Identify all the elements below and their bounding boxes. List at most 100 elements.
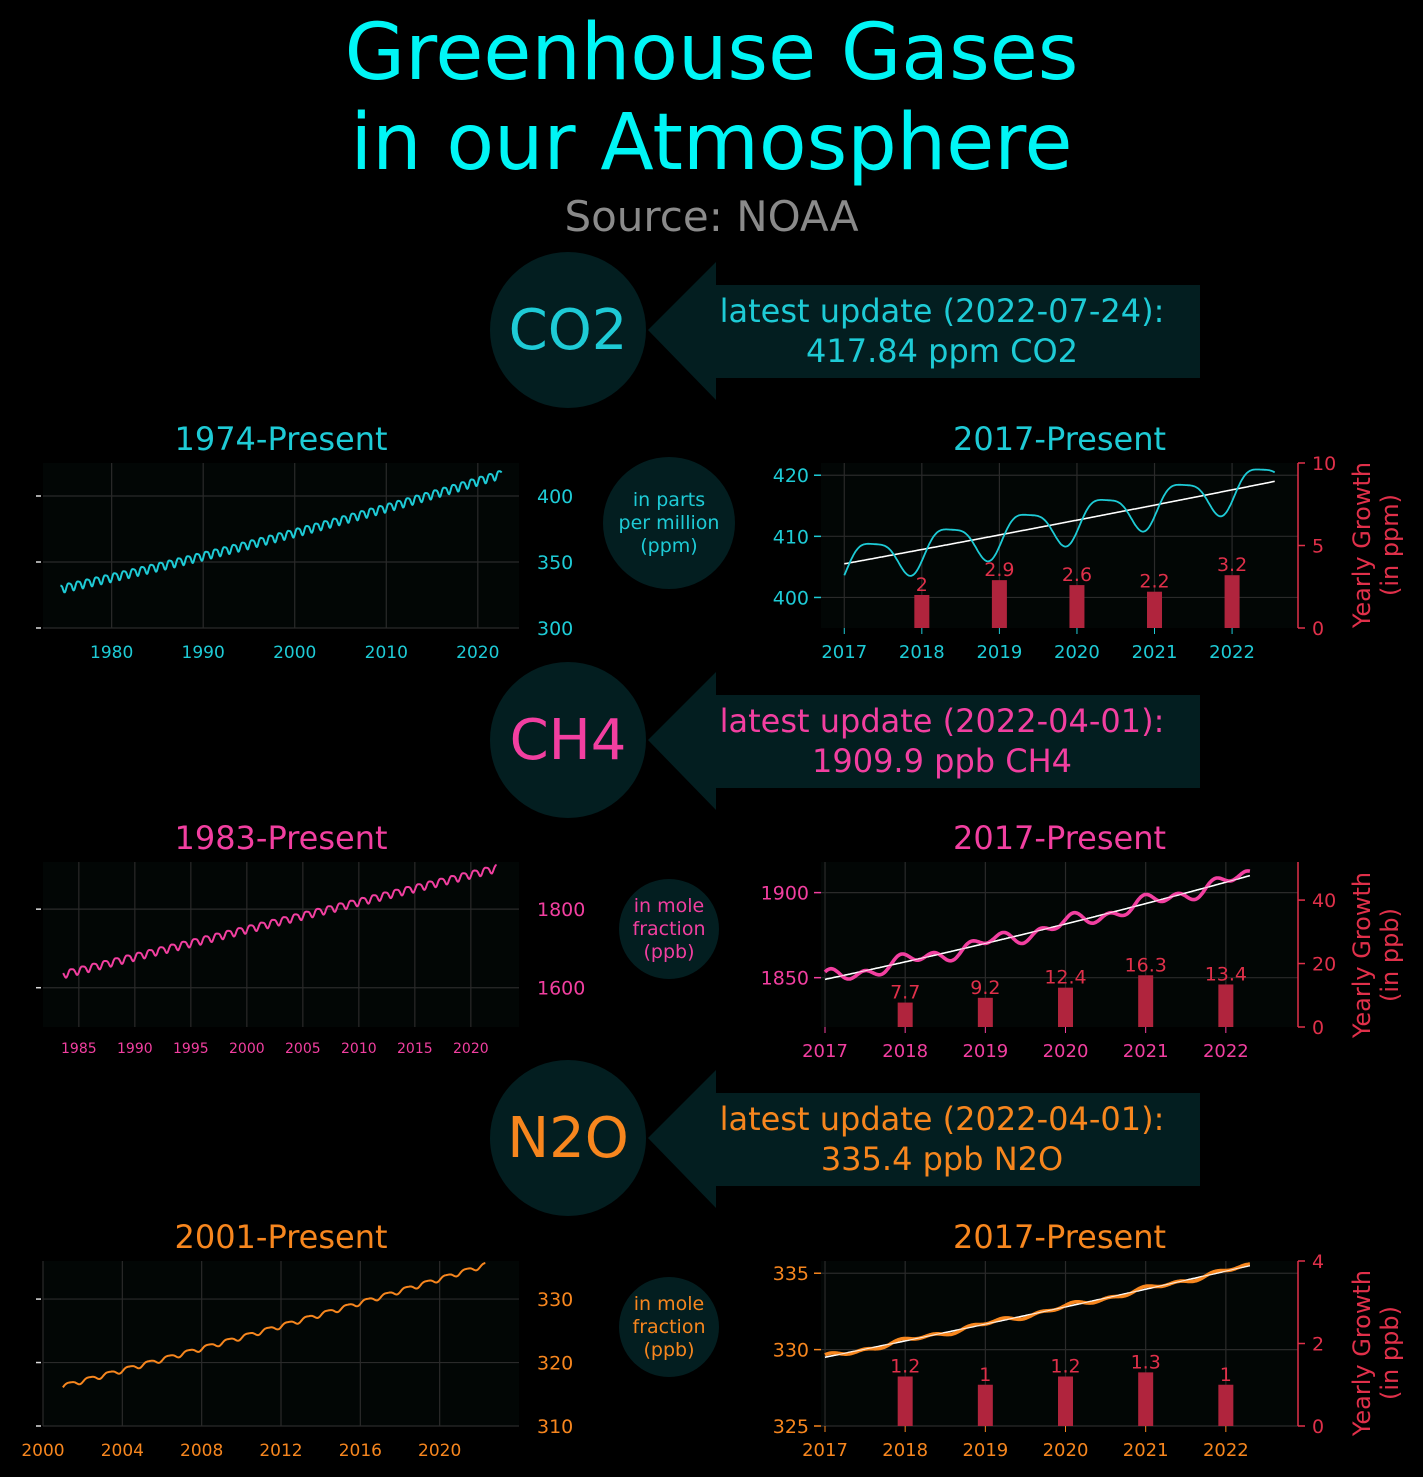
y-tick-label: 400 (537, 486, 573, 508)
x-tick-label: 2015 (397, 1041, 433, 1057)
x-tick-label: 2018 (882, 1440, 928, 1461)
y-tick-label: 325 (773, 1416, 809, 1438)
growth-axis-label: Yearly Growth (in ppb) (1348, 872, 1404, 1039)
growth-bar (1147, 591, 1163, 628)
growth-label-line: Yearly Growth (1348, 872, 1376, 1039)
y-tick-label: 1900 (761, 883, 809, 905)
growth-bar (977, 1384, 993, 1426)
y-tick-label: 300 (537, 618, 573, 640)
chart-title: 2001-Present (174, 1218, 387, 1256)
source-subtitle: Source: NOAA (564, 192, 859, 241)
x-tick-label: 2020 (418, 1441, 461, 1461)
chart-title: 2017-Present (953, 1218, 1166, 1256)
unit-label-line: in mole (634, 895, 704, 917)
data-line (59, 470, 503, 594)
update-value: 417.84 ppm CO2 (806, 332, 1078, 370)
x-tick-label: 1995 (173, 1041, 209, 1057)
chart-title: 1983-Present (174, 819, 387, 857)
update-date: latest update (2022-04-01): (720, 1100, 1165, 1138)
x-tick-label: 2016 (339, 1441, 382, 1461)
plot-area (43, 862, 519, 1027)
x-tick-label: 2000 (21, 1441, 64, 1461)
chart-title: 2017-Present (953, 420, 1166, 458)
plot-area (43, 463, 519, 628)
x-tick-label: 2008 (180, 1441, 223, 1461)
update-date: latest update (2022-07-24): (720, 292, 1165, 330)
growth-tick-label: 5 (1312, 536, 1324, 558)
y-tick-label: 330 (537, 1289, 573, 1311)
x-tick-label: 2012 (259, 1441, 302, 1461)
trend-line-overlay (824, 875, 1251, 980)
growth-tick-label: 20 (1312, 954, 1336, 976)
x-tick-label: 1990 (117, 1041, 153, 1057)
y-tick-label: 1600 (537, 978, 585, 1000)
ch4-long-chart: 1983-Present 1985 1990 1995 2000 2005 2010 2015… (36, 819, 585, 1057)
gas-name: CO2 (509, 298, 628, 363)
x-tick-label: 2021 (1123, 1041, 1169, 1062)
x-tick-label: 2000 (273, 643, 316, 663)
co2-recent-chart: 2017-Present 2017 2018 2019 2020 2021 2022 400 4… (773, 420, 1336, 663)
x-tick-label: 2021 (1123, 1440, 1169, 1461)
chart-title: 1974-Present (174, 420, 387, 458)
unit-bubble (619, 879, 719, 979)
x-tick-label: 2020 (453, 1041, 489, 1057)
gas-bubble (490, 1060, 646, 1216)
x-tick-label: 2000 (229, 1041, 265, 1057)
growth-bar-label: 13.4 (1205, 963, 1247, 985)
x-tick-label: 2019 (962, 1440, 1008, 1461)
x-tick-label: 2022 (1209, 642, 1255, 663)
update-arrow-banner (648, 672, 1200, 810)
x-tick-label: 2017 (802, 1440, 848, 1461)
growth-bar (1224, 575, 1240, 628)
growth-tick-label: 40 (1312, 890, 1336, 912)
growth-label-line: Yearly Growth (1348, 462, 1376, 629)
unit-label-line: in parts (633, 489, 705, 511)
y-tick-label: 350 (537, 552, 573, 574)
x-tick-label: 1980 (90, 643, 133, 663)
y-tick-label: 330 (773, 1340, 809, 1362)
growth-bar (991, 580, 1007, 628)
growth-bar-label: 2.2 (1139, 571, 1169, 593)
growth-bar-label: 7.7 (890, 982, 920, 1004)
y-tick-label: 400 (773, 587, 809, 609)
x-tick-label: 2019 (976, 642, 1022, 663)
growth-bar-label: 9.2 (970, 977, 1000, 999)
growth-label-line: (in ppm) (1376, 494, 1404, 596)
unit-bubble (619, 1277, 719, 1377)
update-value: 1909.9 ppb CH4 (812, 742, 1072, 780)
title-line-1: Greenhouse Gases (344, 8, 1079, 98)
growth-bar (914, 595, 930, 628)
x-tick-label: 2018 (882, 1041, 928, 1062)
x-tick-label: 2018 (899, 642, 945, 663)
growth-bar (1218, 1384, 1234, 1426)
growth-label-line: (in ppb) (1376, 908, 1404, 1002)
growth-bar-label: 16.3 (1125, 954, 1167, 976)
growth-label-line: Yearly Growth (1348, 1270, 1376, 1437)
growth-tick-label: 0 (1312, 1017, 1324, 1039)
update-date: latest update (2022-04-01): (720, 702, 1165, 740)
y-tick-label: 420 (773, 465, 809, 487)
growth-tick-label: 0 (1312, 618, 1324, 640)
co2-long-chart: 1974-Present 1980 1990 2000 2010 2020 300 350 40… (36, 420, 573, 663)
x-tick-label: 2010 (341, 1041, 377, 1057)
growth-bar-label: 1.2 (1050, 1356, 1080, 1378)
gas-name: CH4 (510, 708, 627, 773)
growth-tick-label: 10 (1312, 453, 1336, 475)
growth-bar-label: 3.2 (1217, 554, 1247, 576)
y-tick-label: 1800 (537, 899, 585, 921)
y-tick-label: 1850 (761, 968, 809, 990)
unit-label-line: (ppb) (643, 941, 694, 963)
x-tick-label: 2004 (101, 1441, 144, 1461)
section-co2: CO2 latest update (2022-07-24):417.84 ppm… (490, 252, 1404, 629)
growth-tick-label: 0 (1312, 1416, 1324, 1438)
title-line-2: in our Atmosphere (350, 98, 1073, 188)
x-tick-label: 1990 (182, 643, 225, 663)
growth-bar (1069, 585, 1085, 628)
x-tick-label: 2022 (1203, 1041, 1249, 1062)
x-tick-label: 2017 (802, 1041, 848, 1062)
unit-label-line: in mole (634, 1293, 704, 1315)
chart-title: 2017-Present (953, 819, 1166, 857)
growth-bar (1058, 987, 1074, 1027)
update-arrow-banner (648, 1070, 1200, 1208)
update-value: 335.4 ppb N2O (821, 1140, 1063, 1178)
